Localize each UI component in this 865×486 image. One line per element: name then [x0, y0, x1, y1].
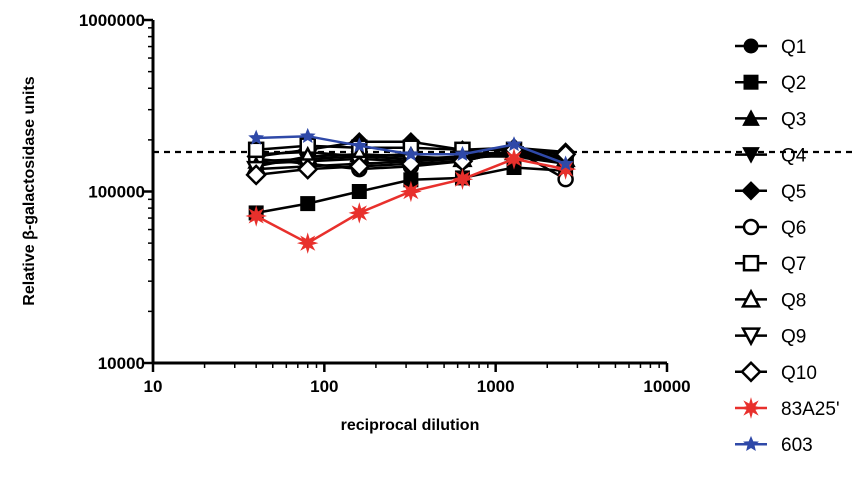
legend-item: Q7 — [735, 254, 806, 275]
data-point — [245, 164, 267, 186]
y-tick-label: 100000 — [88, 183, 145, 202]
x-tick-label: 10 — [144, 377, 163, 396]
legend-marker — [741, 181, 761, 201]
legend-item: Q9 — [735, 327, 806, 348]
series-12 — [248, 127, 574, 171]
data-point — [554, 158, 577, 180]
ticks: 10 100 1000 10000 10000 100000 1000000 — [79, 11, 691, 396]
legend-marker — [742, 218, 760, 236]
legend-label: Q2 — [781, 73, 806, 94]
data-point — [248, 129, 265, 145]
legend-marker — [743, 74, 759, 90]
x-tick-label: 1000 — [477, 377, 515, 396]
legend-marker — [743, 435, 759, 451]
legend-label: 83A25' — [781, 399, 840, 420]
data-point — [402, 145, 419, 161]
legend-marker — [740, 288, 762, 308]
legend-label: Q4 — [781, 146, 807, 167]
data-point — [454, 145, 471, 161]
data-point — [351, 184, 367, 199]
legend-marker — [743, 38, 759, 54]
y-tick-label: 1000000 — [79, 11, 145, 30]
legend-item: Q3 — [735, 109, 806, 130]
data-point — [296, 158, 319, 180]
data-point — [351, 137, 368, 153]
legend-item: Q5 — [735, 181, 806, 203]
series-11 — [245, 148, 577, 254]
legend-item: Q8 — [735, 288, 806, 311]
legend-item: Q1 — [735, 37, 806, 58]
legend-item: Q4 — [735, 146, 807, 167]
legend-label: Q5 — [781, 182, 806, 203]
legend-item: 603 — [735, 435, 813, 456]
legend-item: Q2 — [735, 73, 806, 94]
legend-marker — [742, 147, 760, 164]
legend-label: Q8 — [781, 290, 806, 311]
legend-marker — [740, 397, 762, 419]
data-point — [245, 205, 267, 227]
x-tick-label: 100 — [310, 377, 338, 396]
legend-label: Q7 — [781, 254, 806, 275]
data-point — [451, 168, 474, 190]
data-point — [299, 127, 316, 143]
y-tick-label: 10000 — [98, 354, 145, 373]
legend-label: Q9 — [781, 327, 806, 348]
legend-item: Q10 — [735, 361, 817, 384]
data-point — [348, 202, 371, 224]
legend-label: 603 — [781, 435, 813, 456]
legend-marker — [740, 327, 762, 347]
data-point — [247, 141, 265, 159]
x-axis-label: reciprocal dilution — [341, 417, 480, 434]
data-point — [503, 148, 525, 170]
legend-marker — [742, 254, 760, 272]
y-axis-label: Relative β-galactosidase units — [21, 76, 38, 306]
data-point — [400, 180, 422, 203]
data-point — [506, 136, 522, 152]
series-layer — [245, 127, 577, 254]
legend-label: Q10 — [781, 363, 817, 384]
data-point — [557, 155, 574, 171]
legend-label: Q6 — [781, 218, 806, 239]
data-point — [300, 196, 316, 212]
legend-item: Q6 — [735, 218, 806, 239]
data-point — [400, 153, 422, 175]
data-point — [348, 155, 371, 178]
legend-marker — [742, 109, 760, 126]
legend-label: Q3 — [781, 109, 806, 130]
legend-label: Q1 — [781, 37, 806, 58]
data-point — [296, 232, 319, 254]
x-tick-label: 10000 — [643, 377, 690, 396]
legend-item: 83A25' — [735, 397, 840, 420]
legend: Q1 Q2 Q3 Q4 Q5 Q6 Q7 Q8 Q9 Q10 83A25' 603 — [735, 37, 840, 456]
legend-marker — [740, 361, 762, 383]
